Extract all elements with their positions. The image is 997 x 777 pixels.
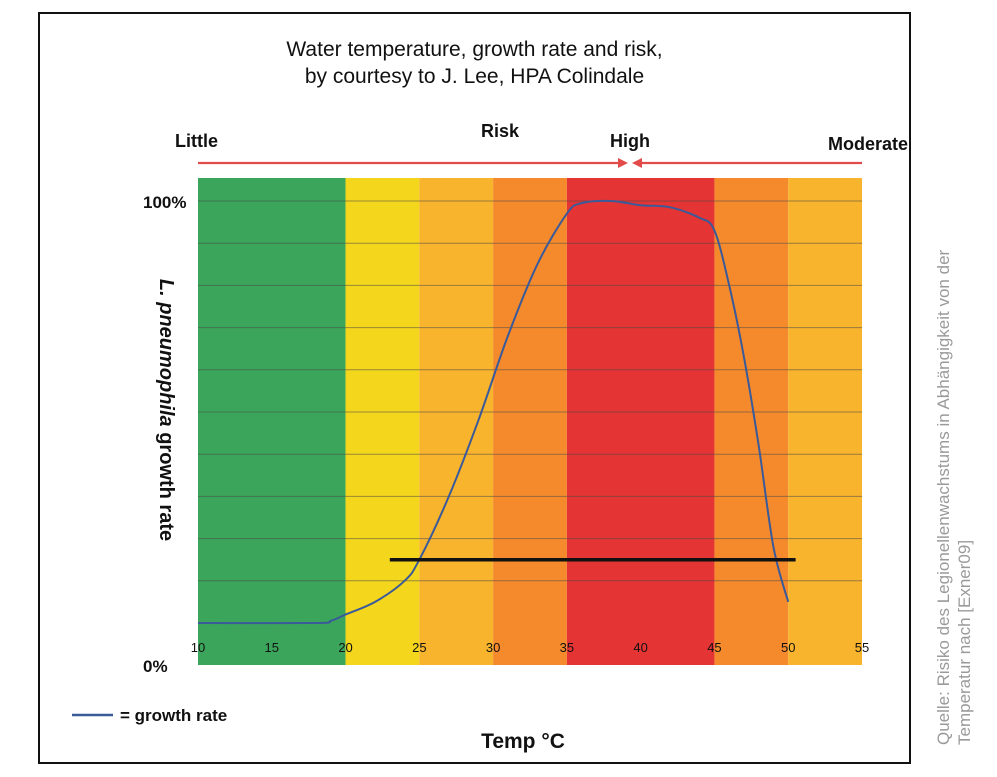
- x-tick-label-15: 15: [265, 640, 279, 655]
- risk-label-risk: Risk: [481, 121, 520, 141]
- risk-band-7: [788, 178, 862, 665]
- x-tick-label-10: 10: [191, 640, 205, 655]
- x-tick-label-30: 30: [486, 640, 500, 655]
- x-tick-label-50: 50: [781, 640, 795, 655]
- risk-band-1: [198, 178, 346, 665]
- y-tick-label-100: 100%: [143, 193, 186, 212]
- risk-label-little: Little: [175, 131, 218, 151]
- growth-rate-line: [197, 199, 790, 625]
- risk-label-high: High: [610, 131, 650, 151]
- chart-title-line-1: Water temperature, growth rate and risk,: [286, 38, 663, 61]
- risk-band-5: [566, 178, 715, 665]
- x-tick-label-55: 55: [855, 640, 869, 655]
- risk-arrow-left-head: [618, 158, 628, 168]
- risk-arrow-right-head: [632, 158, 642, 168]
- risk-label-moderate: Moderate: [828, 134, 908, 154]
- source-caption-line-2: Temperatur nach [Exner09]: [955, 539, 974, 745]
- risk-band-6: [714, 178, 789, 665]
- y-axis-label-rest: growth rate: [155, 427, 177, 541]
- x-axis-label: Temp °C: [481, 730, 565, 753]
- risk-band-2: [345, 178, 420, 665]
- legend-label: = growth rate: [120, 706, 227, 725]
- x-tick-label-45: 45: [707, 640, 721, 655]
- risk-band-3: [419, 178, 494, 665]
- y-tick-label-0: 0%: [143, 657, 168, 676]
- source-caption: Quelle: Risiko des Legionellenwachstums …: [933, 25, 975, 745]
- risk-band-4: [493, 178, 567, 665]
- source-caption-line-1: Quelle: Risiko des Legionellenwachstums …: [934, 249, 953, 745]
- y-axis-label: L. pneumophila growth rate: [155, 279, 177, 541]
- y-axis-label-species: L. pneumophila: [155, 279, 177, 427]
- x-tick-label-40: 40: [633, 640, 647, 655]
- x-tick-label-35: 35: [560, 640, 574, 655]
- x-tick-label-25: 25: [412, 640, 426, 655]
- x-tick-label-20: 20: [338, 640, 352, 655]
- chart-title-line-2: by courtesy to J. Lee, HPA Colindale: [304, 65, 645, 88]
